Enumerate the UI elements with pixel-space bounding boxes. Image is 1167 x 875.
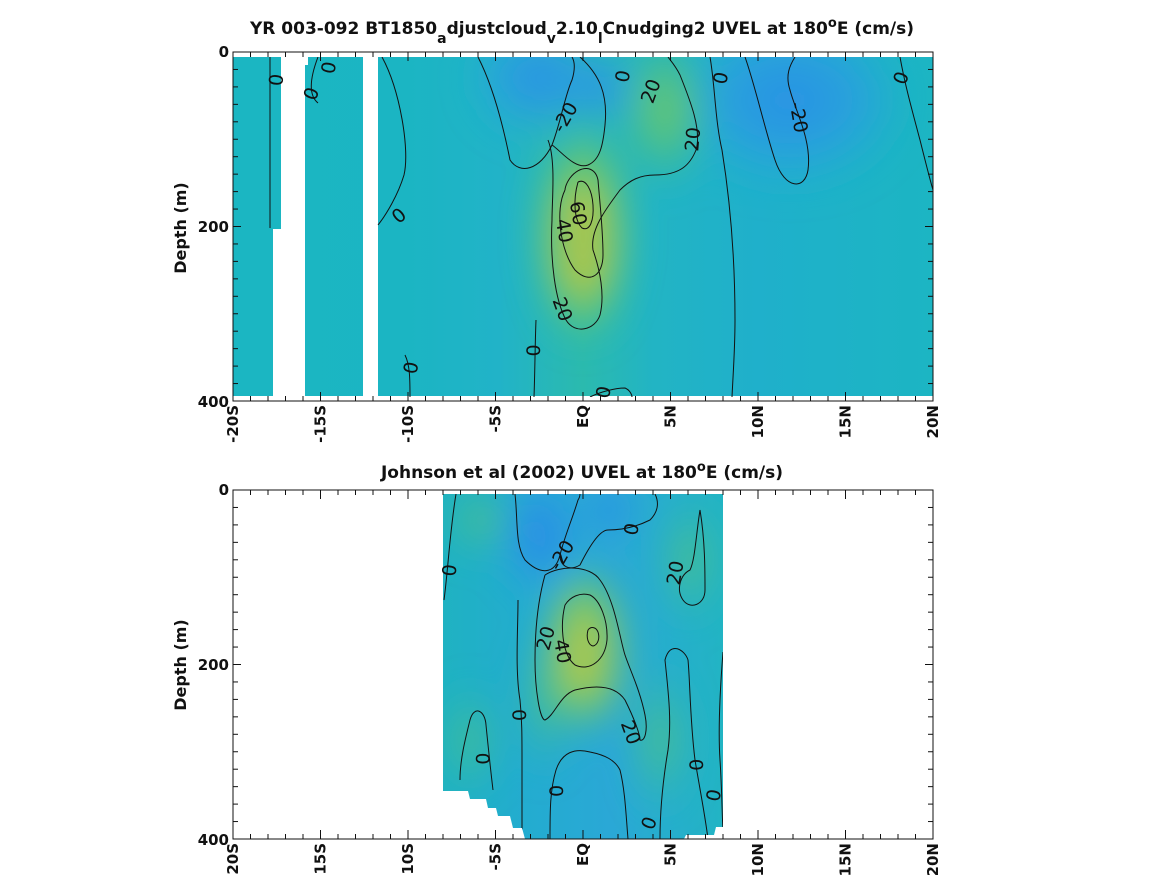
x-tick-label: 15N <box>837 843 855 875</box>
y-tick-label: 0 <box>219 481 229 499</box>
contour-label: 0 <box>611 69 635 85</box>
bottom-panel: Johnson et al (2002) UVEL at 180oE (cm/s… <box>171 460 942 875</box>
x-tick-label: -15S <box>312 405 330 443</box>
x-tick-label: 10N <box>749 405 767 438</box>
top-colormap <box>233 57 933 397</box>
top-data-gap <box>273 229 283 397</box>
top-data-gap <box>363 57 378 397</box>
contour-label: 0 <box>265 73 288 87</box>
x-tick-label: -5S <box>487 843 505 870</box>
contour-label: 0 <box>472 753 494 765</box>
contour-label: 0 <box>439 563 462 577</box>
bottom-contour-lines <box>443 494 723 839</box>
contour-label: 40 <box>549 638 575 666</box>
x-tick-label: 15N <box>837 405 855 438</box>
top-x-ticklabels: -20S -15S -10S -5S EQ 5N 10N 15N 20N <box>224 405 942 443</box>
y-tick-label: 400 <box>198 831 229 849</box>
top-chart-title: YR 003-092 BT1850adjustcloudv2.10lCnudgi… <box>249 16 914 47</box>
contour-label: 20 <box>681 126 705 152</box>
contour-label: 60 <box>565 200 591 228</box>
bottom-x-ticklabels: -20S -15S -10S -5S EQ 5N 10N 15N 20N <box>224 843 942 875</box>
top-y-ticklabels: 0 200 400 <box>198 43 229 411</box>
x-tick-label: 10N <box>749 843 767 875</box>
contour-label: 0 <box>686 759 708 771</box>
y-tick-label: 400 <box>198 393 229 411</box>
contour-label: 0 <box>523 344 545 356</box>
x-tick-label: EQ <box>574 843 592 866</box>
x-tick-label: -20S <box>224 843 242 875</box>
contour-label: 40 <box>551 217 577 245</box>
x-tick-label: 20N <box>924 405 942 438</box>
contour-label: 0 <box>709 70 733 86</box>
top-y-axis-label: Depth (m) <box>171 182 190 274</box>
x-tick-label: -20S <box>224 405 242 443</box>
top-panel: YR 003-092 BT1850adjustcloudv2.10lCnudgi… <box>171 16 942 443</box>
top-contour-lines <box>269 57 933 397</box>
bottom-y-axis-label: Depth (m) <box>171 619 190 711</box>
y-tick-label: 200 <box>198 218 229 236</box>
contour-label: 0 <box>400 360 424 376</box>
bottom-colormap <box>443 494 723 839</box>
x-tick-label: -5S <box>487 405 505 432</box>
x-tick-label: 5N <box>662 843 680 866</box>
contour-label: 0 <box>317 60 341 76</box>
top-tick-marks <box>232 51 934 402</box>
x-tick-label: -15S <box>312 843 330 875</box>
contour-label: 20 <box>663 559 689 587</box>
contour-label: 0 <box>592 384 616 400</box>
y-tick-label: 200 <box>198 656 229 674</box>
y-tick-label: 0 <box>219 43 229 61</box>
x-tick-label: -10S <box>399 843 417 875</box>
x-tick-label: -10S <box>399 405 417 443</box>
top-data-gap <box>298 57 308 65</box>
contour-label: 0 <box>620 521 644 537</box>
x-tick-label: EQ <box>574 405 592 428</box>
top-data-gap <box>281 57 305 397</box>
contour-label: 0 <box>509 709 531 721</box>
x-tick-label: 20N <box>924 843 942 875</box>
bottom-chart-title: Johnson et al (2002) UVEL at 180oE (cm/s… <box>380 460 783 483</box>
bottom-tick-marks <box>232 489 934 840</box>
x-tick-label: 5N <box>662 405 680 428</box>
contour-label: -20 <box>785 100 812 134</box>
bottom-y-ticklabels: 0 200 400 <box>198 481 229 849</box>
contour-label: 0 <box>546 785 568 797</box>
contour-label: 0 <box>702 788 726 804</box>
